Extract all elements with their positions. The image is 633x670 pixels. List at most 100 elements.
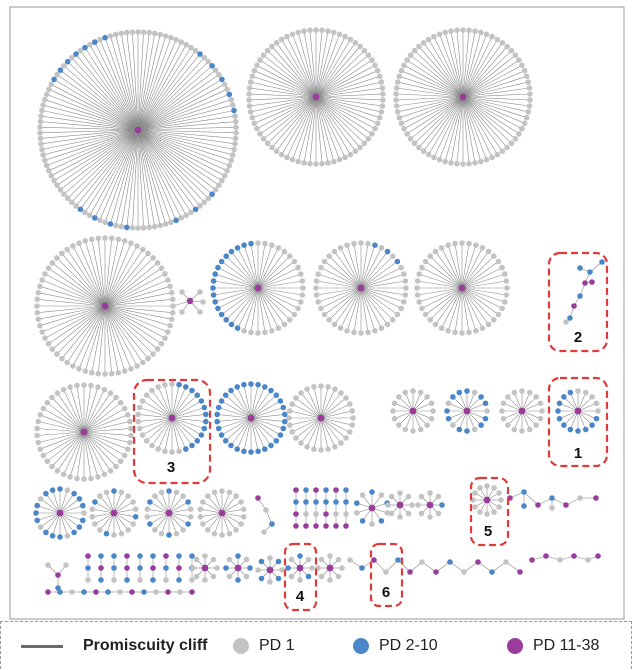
spoke-node [233, 527, 239, 533]
promiscuity-cliff-edge [230, 417, 252, 446]
promiscuity-cliff-edge [315, 96, 380, 118]
spoke-node [154, 346, 161, 352]
spoke-node [189, 442, 195, 449]
spoke-node [344, 328, 350, 334]
promiscuity-cliff-edge [340, 287, 362, 329]
spoke-node [526, 85, 533, 91]
legend-label-pd3: PD 11-38 [533, 637, 600, 654]
spoke-node [273, 392, 280, 399]
spoke-node [37, 496, 44, 502]
promiscuity-cliff-edge [137, 129, 182, 219]
spoke-node [108, 235, 115, 242]
node-6 [599, 259, 605, 265]
promiscuity-cliff-edge [462, 96, 523, 129]
promiscuity-cliff-edge [104, 305, 119, 373]
promiscuity-cliff-edge [137, 121, 236, 131]
node-5 [200, 299, 206, 305]
spoke-node [167, 322, 173, 329]
promiscuity-cliff-edge [94, 41, 139, 131]
highlight-label-1: 1 [574, 445, 582, 462]
spoke-node [173, 217, 179, 224]
legend: Promiscuity cliff PD 1 PD 2-10 PD 11-38 [0, 621, 632, 669]
spoke-node [404, 57, 410, 63]
promiscuity-cliff-edge [113, 512, 122, 534]
spoke-node [313, 285, 319, 291]
promiscuity-cliff-edge [83, 393, 111, 433]
spoke-node [257, 57, 263, 63]
spoke-node [417, 389, 424, 396]
promiscuity-cliff-edge [418, 96, 464, 148]
promiscuity-cliff-edge [92, 512, 115, 518]
node-46 [549, 495, 555, 501]
promiscuity-cliff-edge [421, 561, 437, 573]
spoke-node [350, 415, 356, 421]
node-109 [517, 569, 523, 575]
promiscuity-cliff-edge [461, 245, 477, 289]
node-32 [323, 499, 329, 505]
spoke-node [60, 471, 67, 478]
promiscuity-cliff-edge [138, 417, 173, 422]
spoke-node [393, 91, 399, 97]
spoke-node [452, 329, 458, 336]
spoke-node [107, 468, 114, 474]
promiscuity-cliff-edge [99, 39, 139, 131]
spoke-node [188, 44, 194, 51]
promiscuity-cliff-edge [225, 394, 252, 419]
spoke-node [575, 388, 581, 394]
promiscuity-cliff-edge [221, 508, 244, 514]
promiscuity-cliff-edge [39, 129, 139, 134]
promiscuity-cliff-edge [315, 54, 369, 98]
promiscuity-cliff-edge [63, 389, 85, 433]
promiscuity-cliff-edge [257, 261, 295, 289]
promiscuity-cliff-edge [151, 390, 173, 419]
promiscuity-cliff-edge [257, 287, 273, 331]
spoke-node [226, 573, 233, 580]
promiscuity-cliff-edge [320, 386, 329, 419]
spoke-node [219, 488, 225, 494]
promiscuity-cliff-edge [94, 512, 115, 525]
promiscuity-cliff-edge [461, 273, 505, 289]
node-82 [189, 577, 195, 583]
promiscuity-cliff-edge [297, 32, 317, 98]
spoke-node [219, 76, 225, 83]
promiscuity-cliff-edge [147, 512, 170, 518]
spoke-node [76, 524, 83, 530]
promiscuity-cliff-edge [315, 36, 346, 98]
spoke-node [139, 432, 146, 438]
spoke-node [46, 167, 52, 174]
promiscuity-cliff-edge [320, 267, 362, 289]
spoke-node [379, 103, 386, 109]
promiscuity-cliff-edge [171, 417, 193, 446]
promiscuity-cliff-edge [84, 47, 139, 131]
promiscuity-cliff-edge [137, 129, 232, 161]
spoke-node [273, 438, 280, 444]
spoke-node [393, 97, 399, 103]
spoke-node [135, 225, 141, 231]
highlight-box-3 [132, 378, 212, 485]
spoke-node [49, 394, 55, 401]
promiscuity-cliff-edge [417, 280, 463, 289]
promiscuity-cliff-edge [137, 129, 223, 181]
spoke-node [268, 387, 274, 394]
promiscuity-cliff-edge [217, 414, 252, 419]
promiscuity-cliff-edge [221, 400, 252, 419]
spoke-node [192, 47, 199, 54]
promiscuity-cliff-edge [217, 417, 252, 422]
spoke-node [326, 253, 333, 259]
spoke-node [508, 47, 515, 54]
spoke-node [202, 553, 208, 559]
promiscuity-cliff-edge [360, 287, 406, 296]
promiscuity-cliff-edge [53, 129, 139, 181]
spoke-node [255, 381, 261, 388]
promiscuity-cliff-edge [461, 247, 483, 289]
spoke-node [214, 565, 220, 571]
promiscuity-cliff-edge [315, 34, 340, 98]
promiscuity-cliff-edge [39, 126, 139, 131]
promiscuity-cliff-edge [43, 408, 85, 433]
highlight-box-2 [547, 251, 609, 353]
spoke-node [49, 463, 55, 470]
promiscuity-cliff-edge [315, 96, 376, 129]
promiscuity-cliff-edge [164, 417, 173, 452]
promiscuity-cliff-edge [289, 410, 322, 419]
spoke-node [505, 394, 511, 400]
